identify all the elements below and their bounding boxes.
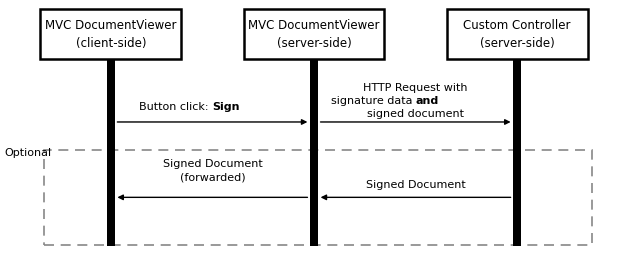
Text: Button click:: Button click: — [139, 102, 212, 112]
Text: Signed Document: Signed Document — [365, 180, 465, 190]
FancyBboxPatch shape — [514, 59, 521, 246]
Text: Signed Document
(forwarded): Signed Document (forwarded) — [163, 159, 263, 182]
FancyBboxPatch shape — [40, 9, 181, 59]
Text: MVC DocumentViewer
(server-side): MVC DocumentViewer (server-side) — [248, 19, 380, 50]
FancyBboxPatch shape — [310, 59, 318, 246]
Text: Custom Controller
(server-side): Custom Controller (server-side) — [463, 19, 571, 50]
FancyBboxPatch shape — [244, 9, 384, 59]
Text: and: and — [416, 97, 439, 106]
Text: HTTP Request with: HTTP Request with — [364, 83, 468, 93]
Text: Sign: Sign — [212, 102, 240, 112]
FancyBboxPatch shape — [447, 9, 588, 59]
Text: signature data: signature data — [330, 97, 416, 106]
FancyBboxPatch shape — [107, 59, 114, 246]
Text: Optional: Optional — [4, 148, 51, 158]
Text: signed document: signed document — [367, 109, 464, 119]
Text: MVC DocumentViewer
(client-side): MVC DocumentViewer (client-side) — [45, 19, 176, 50]
